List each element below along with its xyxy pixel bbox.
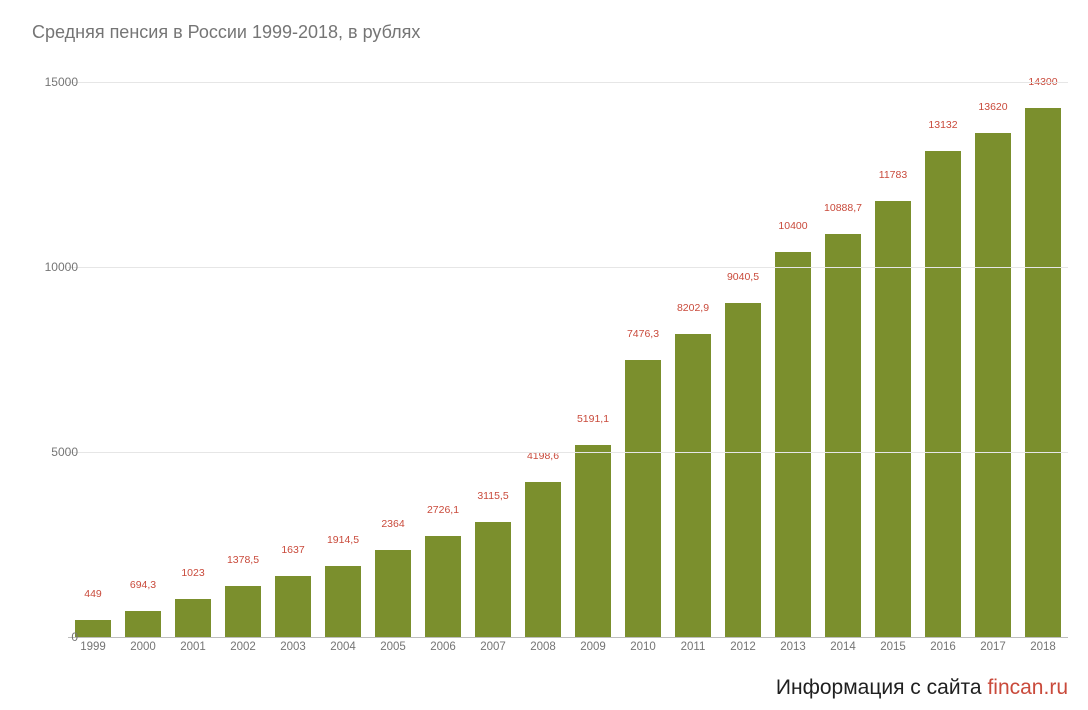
bar-value-label: 13620	[968, 101, 1018, 117]
bar-value-label: 13132	[918, 119, 968, 135]
xtick-label: 2002	[230, 641, 256, 653]
bar	[725, 303, 761, 637]
bar-value-label: 3115,5	[468, 490, 518, 506]
bar	[375, 550, 411, 637]
xtick-label: 2010	[630, 641, 656, 653]
bar	[575, 445, 611, 637]
bar	[625, 360, 661, 637]
bar	[925, 151, 961, 637]
xtick-label: 2004	[330, 641, 356, 653]
ytick-label: 0	[28, 630, 78, 644]
bar	[325, 566, 361, 637]
bar-slot: 2364	[368, 82, 418, 637]
bar-value-label: 9040,5	[718, 271, 768, 287]
gridline	[68, 637, 1068, 638]
bar	[425, 536, 461, 637]
bar-slot: 13132	[918, 82, 968, 637]
source-link[interactable]: fincan.ru	[987, 676, 1068, 699]
bar-value-label: 11783	[868, 169, 918, 185]
bar-value-label: 1023	[168, 567, 218, 583]
bar	[775, 252, 811, 637]
bar-value-label: 1637	[268, 544, 318, 560]
bar-slot: 9040,5	[718, 82, 768, 637]
xtick-label: 2014	[830, 641, 856, 653]
bar-slot: 11783	[868, 82, 918, 637]
xtick-label: 2008	[530, 641, 556, 653]
bar-slot: 5191,1	[568, 82, 618, 637]
xtick-label: 1999	[80, 641, 106, 653]
bar	[125, 611, 161, 637]
bar-value-label: 10888,7	[818, 202, 868, 218]
xtick-label: 2016	[930, 641, 956, 653]
bar	[225, 586, 261, 637]
xtick-label: 2013	[780, 641, 806, 653]
xtick-label: 2001	[180, 641, 206, 653]
bar-slot: 8202,9	[668, 82, 718, 637]
ytick-label: 5000	[28, 445, 78, 459]
bar-value-label: 1378,5	[218, 554, 268, 570]
gridline	[68, 452, 1068, 453]
bar-slot: 4198,6	[518, 82, 568, 637]
chart-plot-area: 449694,310231378,516371914,523642726,131…	[68, 82, 1068, 637]
bar	[525, 482, 561, 637]
xtick-label: 2017	[980, 641, 1006, 653]
source-attribution: Информация с сайта fincan.ru	[776, 676, 1068, 700]
bar-slot: 1637	[268, 82, 318, 637]
bar-slot: 3115,5	[468, 82, 518, 637]
chart-container: Средняя пенсия в России 1999-2018, в руб…	[0, 0, 1088, 710]
bar-value-label: 5191,1	[568, 413, 618, 429]
xtick-label: 2000	[130, 641, 156, 653]
ytick-label: 10000	[28, 260, 78, 274]
xtick-label: 2015	[880, 641, 906, 653]
bar-value-label: 14300	[1018, 76, 1068, 92]
bar-value-label: 10400	[768, 220, 818, 236]
xtick-label: 2006	[430, 641, 456, 653]
bar-slot: 449	[68, 82, 118, 637]
xtick-label: 2011	[681, 641, 706, 653]
bar-slot: 7476,3	[618, 82, 668, 637]
xtick-label: 2012	[730, 641, 756, 653]
bar-slot: 1023	[168, 82, 218, 637]
bar	[1025, 108, 1061, 637]
source-prefix: Информация с сайта	[776, 676, 988, 699]
xtick-label: 2009	[580, 641, 606, 653]
xtick-label: 2003	[280, 641, 306, 653]
bar	[275, 576, 311, 637]
bar-value-label: 7476,3	[618, 328, 668, 344]
bar-slot: 10400	[768, 82, 818, 637]
bar-slot: 694,3	[118, 82, 168, 637]
bar	[475, 522, 511, 637]
bar-slot: 10888,7	[818, 82, 868, 637]
chart-title: Средняя пенсия в России 1999-2018, в руб…	[32, 22, 420, 43]
bar-value-label: 1914,5	[318, 534, 368, 550]
bar-value-label: 449	[68, 588, 118, 604]
bar-value-label: 2364	[368, 518, 418, 534]
xtick-label: 2007	[480, 641, 506, 653]
xtick-label: 2018	[1030, 641, 1056, 653]
bar-slot: 13620	[968, 82, 1018, 637]
gridline	[68, 267, 1068, 268]
bar-slot: 1914,5	[318, 82, 368, 637]
bar-value-label: 2726,1	[418, 504, 468, 520]
bar	[675, 334, 711, 638]
ytick-label: 15000	[28, 75, 78, 89]
bar	[825, 234, 861, 637]
bar	[175, 599, 211, 637]
bar-slot: 1378,5	[218, 82, 268, 637]
gridline	[68, 82, 1068, 83]
x-axis: 1999 2000 2001 2002 2003 2004 2005 2006 2007 2008…	[68, 641, 1068, 663]
bar-slot: 2726,1	[418, 82, 468, 637]
bar	[75, 620, 111, 637]
bar-value-label: 8202,9	[668, 302, 718, 318]
xtick-label: 2005	[380, 641, 406, 653]
bar-slot: 14300	[1018, 82, 1068, 637]
bar	[975, 133, 1011, 637]
bar-value-label: 694,3	[118, 579, 168, 595]
bars-group: 449694,310231378,516371914,523642726,131…	[68, 82, 1068, 637]
